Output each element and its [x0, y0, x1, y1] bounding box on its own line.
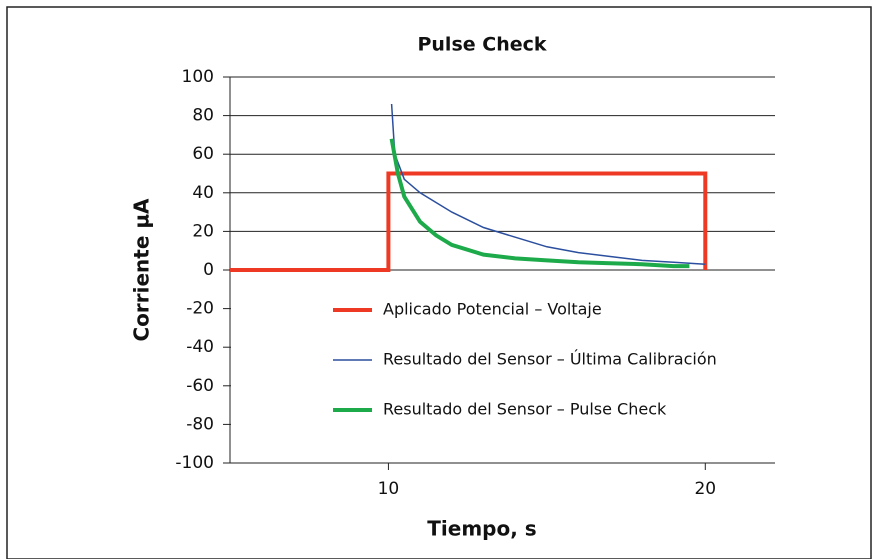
legend-label: Resultado del Sensor – Pulse Check: [383, 400, 667, 419]
series-line: [390, 103, 706, 265]
y-tick-label: -40: [186, 337, 214, 357]
y-tick-label: 60: [192, 144, 214, 164]
y-tick-label: -60: [186, 376, 214, 396]
y-tick-label: 20: [192, 221, 214, 241]
chart-title: Pulse Check: [417, 34, 546, 56]
x-axis-label: Tiempo, s: [427, 517, 536, 541]
y-axis-label: Corriente µA: [130, 198, 154, 342]
frame: [6, 6, 872, 559]
y-tick-label: 100: [182, 67, 214, 87]
y-tick-label: 0: [203, 260, 214, 280]
legend-box: [231, 284, 775, 452]
y-tick-label: -100: [175, 453, 214, 473]
series-line: [389, 138, 690, 269]
y-tick-label: -80: [186, 414, 214, 434]
legend-label: Resultado del Sensor – Última Calibració…: [383, 350, 717, 369]
y-tick-label: 80: [192, 106, 214, 126]
x-tick-label: 20: [694, 479, 716, 499]
y-tick-label: -20: [186, 299, 214, 319]
x-tick-label: 10: [378, 479, 400, 499]
legend-label: Aplicado Potencial – Voltaje: [383, 300, 602, 319]
y-tick-label: 40: [192, 183, 214, 203]
series-line: [230, 171, 708, 272]
